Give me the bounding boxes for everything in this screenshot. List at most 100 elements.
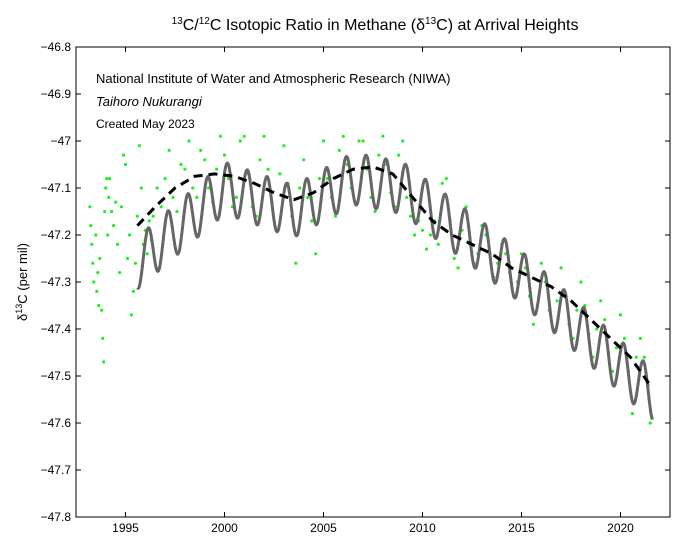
annotation-institute: National Institute of Water and Atmosphe… bbox=[96, 71, 451, 86]
observation-point bbox=[104, 186, 108, 190]
ylabel-sup: 13 bbox=[14, 304, 24, 314]
x-tick-label: 2005 bbox=[310, 521, 337, 535]
observation-point bbox=[139, 186, 143, 190]
annotations: National Institute of Water and Atmosphe… bbox=[96, 71, 451, 131]
observation-point bbox=[101, 336, 105, 340]
observation-point bbox=[100, 308, 104, 312]
observation-point bbox=[92, 280, 96, 284]
ylabel-post: C (per mil) bbox=[15, 243, 30, 304]
observation-point bbox=[595, 327, 599, 331]
observation-point bbox=[183, 167, 187, 171]
observation-point bbox=[634, 355, 638, 359]
observation-point bbox=[167, 148, 171, 152]
observation-point bbox=[575, 308, 579, 312]
observation-point bbox=[306, 195, 310, 199]
observation-point bbox=[409, 214, 413, 218]
observation-point bbox=[121, 153, 126, 157]
y-tick-label: −47.1 bbox=[41, 181, 72, 195]
observation-point bbox=[436, 242, 440, 246]
annotation-created: Created May 2023 bbox=[96, 117, 195, 131]
y-tick-label: −47.2 bbox=[41, 228, 72, 242]
observation-point bbox=[559, 266, 563, 270]
observation-point bbox=[129, 313, 133, 317]
observation-point bbox=[630, 412, 635, 416]
observation-point bbox=[131, 289, 135, 293]
x-tick-label: 2020 bbox=[607, 521, 634, 535]
observation-point bbox=[405, 195, 409, 199]
observation-point bbox=[103, 209, 107, 214]
observation-point bbox=[163, 177, 167, 181]
observation-point bbox=[110, 209, 114, 214]
x-tick-label: 2015 bbox=[508, 521, 535, 535]
observation-point bbox=[642, 355, 646, 359]
annotation-name: Taihoro Nukurangi bbox=[96, 94, 203, 109]
observation-point bbox=[614, 346, 619, 350]
observation-point bbox=[97, 303, 101, 308]
y-tick-label: −47.4 bbox=[41, 322, 72, 336]
y-tick-label: −47.8 bbox=[41, 510, 72, 524]
observation-point bbox=[98, 256, 102, 261]
observation-point bbox=[94, 233, 98, 237]
observation-point bbox=[123, 162, 128, 167]
title-part3: C) at Arrival Heights bbox=[436, 17, 578, 34]
observation-point bbox=[91, 261, 95, 265]
observation-point bbox=[599, 299, 603, 303]
observation-point bbox=[179, 162, 183, 167]
observation-point bbox=[108, 177, 112, 181]
observation-point bbox=[127, 233, 132, 237]
x-tick-label: 2010 bbox=[409, 521, 436, 535]
observation-point bbox=[96, 271, 100, 275]
observation-point bbox=[88, 205, 92, 209]
observation-point bbox=[618, 313, 623, 317]
observation-point bbox=[116, 242, 120, 246]
y-tick-label: −47 bbox=[51, 134, 72, 148]
observation-point bbox=[222, 153, 227, 157]
observation-point bbox=[357, 139, 361, 143]
y-tick-label: −47.3 bbox=[41, 275, 72, 289]
observation-point bbox=[125, 256, 130, 261]
y-tick-label: −47.6 bbox=[41, 416, 72, 430]
y-axis: −46.8 −46.9 −47 −47.1 −47.2 −47.3 −47.4 −47.5 −4… bbox=[41, 40, 670, 524]
observation-point bbox=[89, 224, 93, 228]
title-part1: C/ bbox=[183, 17, 200, 34]
observation-point bbox=[203, 158, 207, 162]
observation-point bbox=[377, 153, 381, 157]
observation-point bbox=[278, 172, 282, 176]
observation-point bbox=[444, 177, 448, 181]
observation-point bbox=[218, 134, 223, 138]
observation-point bbox=[420, 228, 425, 232]
observation-point bbox=[373, 209, 377, 214]
observation-point bbox=[118, 271, 122, 275]
observation-point bbox=[638, 336, 642, 340]
observation-point bbox=[215, 167, 219, 171]
observation-point bbox=[424, 247, 429, 251]
title-sup3: 13 bbox=[425, 16, 437, 27]
observation-point bbox=[440, 181, 444, 185]
y-axis-label: δ13C (per mil) bbox=[14, 243, 30, 321]
observation-point bbox=[317, 177, 322, 181]
observation-point bbox=[195, 195, 199, 199]
observation-point bbox=[242, 134, 246, 138]
observation-point bbox=[337, 148, 341, 152]
observation-point bbox=[401, 139, 405, 143]
observation-point bbox=[234, 195, 238, 199]
observation-point bbox=[361, 139, 365, 143]
observation-point bbox=[137, 144, 141, 148]
observation-point bbox=[171, 195, 175, 199]
observation-point bbox=[622, 336, 627, 340]
chart-title: 13C/12C Isotopic Ratio in Methane (δ13C)… bbox=[172, 16, 579, 34]
observation-point bbox=[302, 158, 306, 162]
observation-point bbox=[187, 139, 191, 143]
observation-point bbox=[397, 153, 401, 157]
title-sup1: 13 bbox=[172, 16, 184, 27]
x-axis: 1995 2000 2005 2010 2015 2020 bbox=[112, 47, 634, 535]
observation-point bbox=[147, 219, 151, 223]
observation-point bbox=[262, 134, 266, 138]
observation-point bbox=[531, 322, 536, 326]
observation-point bbox=[102, 360, 106, 364]
observation-point bbox=[133, 261, 137, 265]
observation-point bbox=[579, 280, 583, 284]
observation-point bbox=[106, 233, 110, 237]
observation-point bbox=[321, 139, 326, 143]
